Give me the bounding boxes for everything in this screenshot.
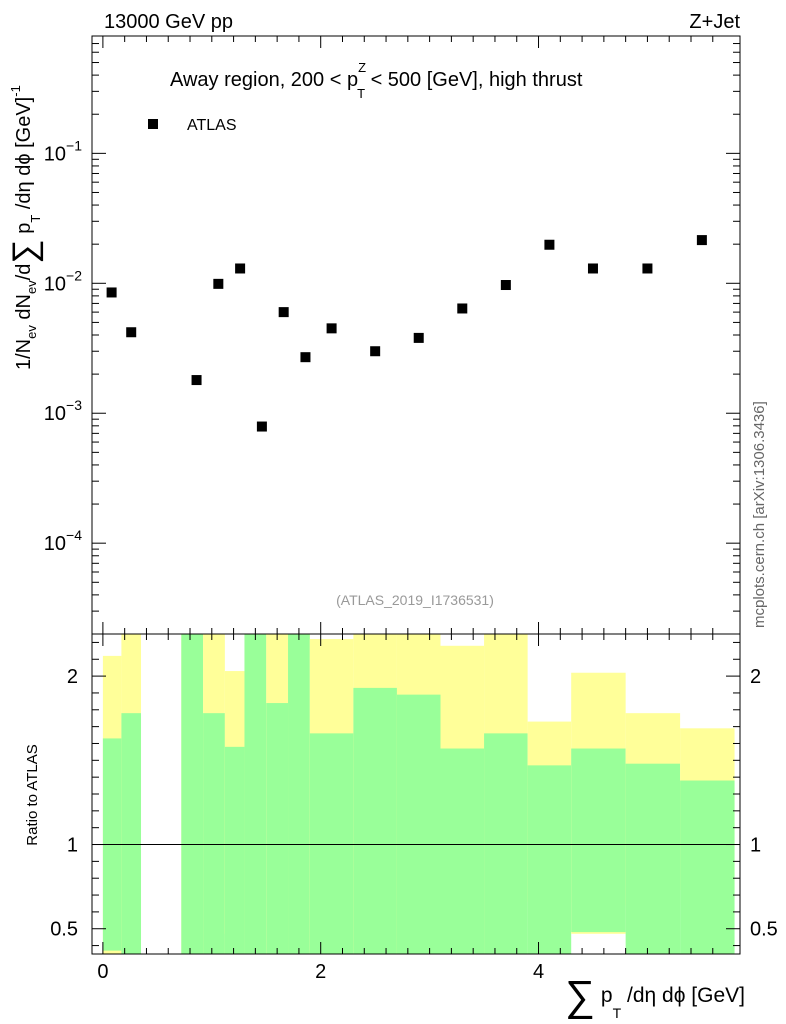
ratio-green-band-15 (571, 748, 626, 933)
ratio-axis-label: Ratio to ATLAS (24, 744, 41, 845)
ratio-green-band-12 (440, 748, 485, 954)
y-axis-label: 1/Nev dNev/d∑ pT /dη dϕ [GeV]-1 (6, 85, 44, 370)
ratio-axis-ticks (92, 634, 740, 954)
data-marker (300, 352, 311, 363)
analysis-id: (ATLAS_2019_I1736531) (336, 592, 494, 608)
ratio-y-tick-label: 1 (67, 835, 78, 857)
header-left: 13000 GeV pp (104, 11, 233, 33)
legend-marker (148, 119, 158, 129)
ratio-green-band-5 (224, 746, 245, 954)
ratio-bands (102, 634, 735, 954)
data-marker (126, 327, 137, 338)
data-marker (544, 239, 555, 250)
data-marker (106, 287, 117, 298)
ratio-green-band-16 (625, 763, 681, 954)
data-markers (106, 235, 707, 432)
x-tick-label: 4 (533, 961, 544, 983)
legend-label: ATLAS (187, 117, 237, 134)
ratio-green-band-9 (309, 733, 354, 954)
x-tick-label: 0 (97, 961, 108, 983)
side-label: mcplots.cern.ch [arXiv:1306.3436] (751, 401, 768, 628)
y-tick-label: 10−4 (44, 527, 82, 555)
svg-text:1/Nev dNev/d∑ pT /dη dϕ [GeV]: 1/Nev dNev/d∑ pT /dη dϕ [GeV]-1 (6, 85, 44, 370)
data-marker (213, 278, 224, 289)
ratio-green-band-14 (527, 765, 572, 954)
ratio-y-tick-label-right: 0.5 (750, 919, 778, 941)
x-axis-label: ∑ pT /dη dϕ [GeV] (565, 972, 745, 1021)
ratio-green-band-10 (353, 687, 397, 954)
ratio-tick-labels: 0.5 0.5 1 1 2 2 (50, 666, 778, 941)
ratio-y-tick-label-right: 1 (750, 835, 761, 857)
ratio-green-band-11 (396, 694, 441, 954)
data-marker (370, 346, 381, 357)
y-tick-label: 10−3 (44, 397, 82, 425)
data-marker (587, 263, 598, 274)
data-marker (256, 421, 267, 432)
main-ytick-labels: 10−4 10−3 10−2 10−1 (44, 137, 82, 555)
header-right: Z+Jet (689, 11, 740, 33)
data-marker (278, 307, 289, 318)
ratio-y-tick-label-right: 2 (750, 666, 761, 688)
main-axis-ticks (92, 35, 740, 635)
ratio-green-band-3 (181, 634, 204, 954)
ratio-green-band-4 (203, 713, 225, 954)
data-marker (642, 263, 653, 274)
ratio-green-band-8 (288, 634, 310, 954)
y-tick-label: 10−1 (44, 137, 82, 165)
ratio-green-band-6 (244, 634, 267, 954)
x-tick-labels: 0 2 4 (97, 961, 544, 983)
data-marker (457, 303, 468, 314)
data-marker (326, 323, 337, 334)
data-marker (191, 375, 202, 386)
ratio-y-tick-label: 0.5 (50, 919, 78, 941)
data-marker (696, 235, 707, 246)
ratio-green-band-7 (266, 703, 289, 954)
ratio-green-band-13 (484, 733, 528, 954)
plot-label: Away region, 200 < pZ T < 500 [GeV], high… (170, 60, 583, 101)
ratio-green-band-17 (680, 780, 735, 954)
data-marker (500, 280, 511, 291)
y-tick-label: 10−2 (44, 267, 82, 295)
x-tick-label: 2 (315, 961, 326, 983)
ratio-y-tick-label: 2 (67, 666, 78, 688)
data-marker (235, 263, 246, 274)
data-marker (413, 332, 424, 343)
ratio-green-band-1 (121, 713, 142, 954)
